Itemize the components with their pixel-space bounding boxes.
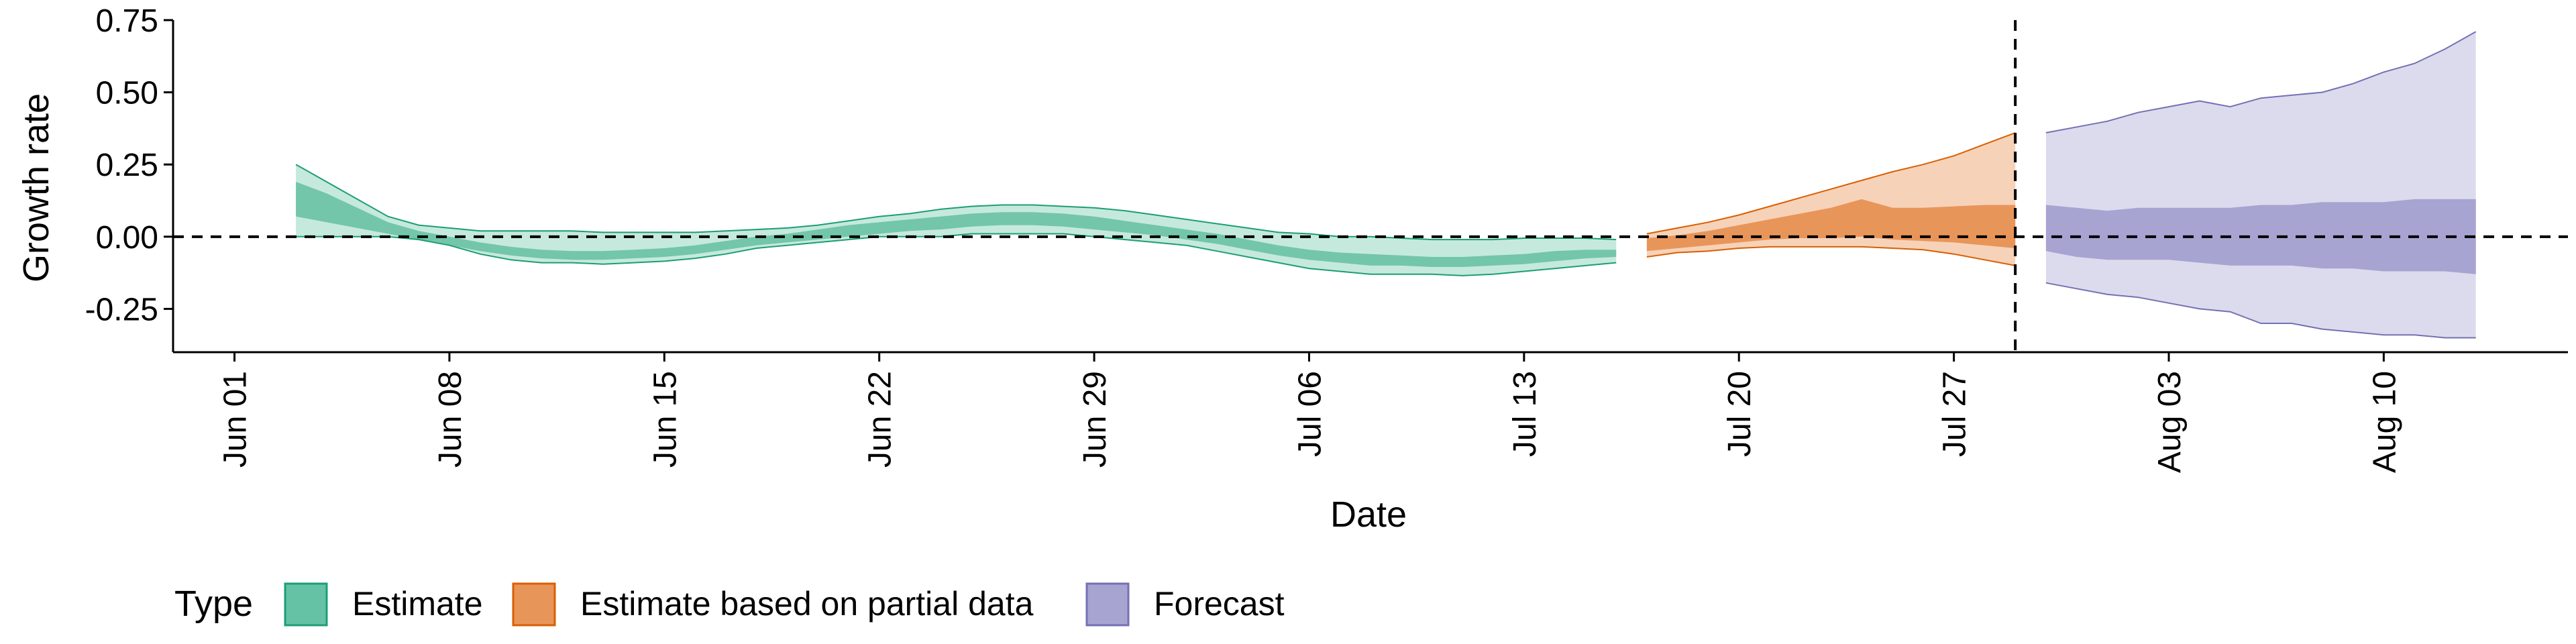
reference-lines (173, 20, 2568, 352)
x-tick-label: Jul 27 (1937, 371, 1973, 457)
x-axis-label: Date (1330, 494, 1407, 535)
band-upper-line-2 (2045, 31, 2477, 133)
y-tick-label: 0.50 (96, 76, 158, 111)
axes-layer: 0.75 0.50 0.25 0.00 -0.25 Jun 01 Jun 08 Jun 15 J… (85, 3, 2568, 473)
legend-label-0: Estimate (352, 585, 483, 623)
y-axis-label: Growth rate (16, 93, 56, 282)
legend-entry-1: Estimate based on partial data (512, 582, 1034, 627)
x-tick-label: Jun 22 (863, 371, 898, 468)
band-lower-line-0 (296, 233, 1617, 276)
x-tick-label: Jun 01 (218, 371, 254, 468)
band-upper-line-1 (1646, 131, 2016, 235)
band-lower-line-2 (2045, 282, 2476, 339)
x-tick-label: Aug 03 (2152, 371, 2188, 473)
legend-label-1: Estimate based on partial data (580, 585, 1034, 623)
legend-key-1 (512, 582, 556, 627)
legend-entry-0: Estimate (284, 582, 483, 627)
legend-title: Type (174, 584, 253, 624)
x-tick-label: Jun 08 (433, 371, 468, 468)
x-tick-label: Jul 20 (1722, 371, 1758, 457)
band-50-0 (296, 182, 1617, 267)
x-tick-label: Jul 06 (1293, 371, 1328, 457)
series-2 (2045, 31, 2477, 339)
legend-label-2: Forecast (1154, 585, 1285, 623)
legend-entry-2: Forecast (1085, 582, 1285, 627)
bands-layer (295, 31, 2477, 339)
band-lower-line-1 (1646, 246, 2016, 266)
legend-key-2 (1085, 582, 1130, 627)
legend-key-0 (284, 582, 328, 627)
y-tick-label: 0.00 (96, 220, 158, 256)
band-90-2 (2045, 32, 2476, 338)
y-tick-label: 0.25 (96, 148, 158, 183)
series-1 (1646, 131, 2016, 266)
series-0 (295, 164, 1617, 276)
y-tick-label: 0.75 (96, 3, 158, 39)
y-tick-label: -0.25 (85, 292, 158, 327)
legend: Type Estimate Estimate based on partial da… (174, 582, 1285, 627)
x-tick-label: Jul 13 (1507, 371, 1543, 457)
x-tick-label: Jun 29 (1077, 371, 1113, 468)
x-tick-label: Jun 15 (647, 371, 683, 468)
band-50-1 (1646, 199, 2016, 252)
x-tick-label: Aug 10 (2367, 371, 2402, 473)
